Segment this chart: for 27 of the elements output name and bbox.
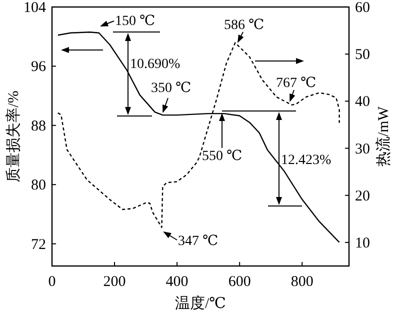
annotation: 767 ℃ xyxy=(276,76,316,91)
y-tick-label: 104 xyxy=(24,0,46,16)
y-tick-label: 80 xyxy=(31,178,46,194)
annotation: 586 ℃ xyxy=(224,18,264,33)
y-axis-title: 质量损失率/% xyxy=(5,90,22,182)
x-axis-title: 温度/℃ xyxy=(175,295,226,312)
y2-axis-title: 热流/mW xyxy=(375,106,392,166)
y2-tick-label: 20 xyxy=(355,188,370,204)
x-tick-label: 200 xyxy=(103,274,126,290)
y2-tick-label: 60 xyxy=(355,0,370,16)
annotation: 347 ℃ xyxy=(178,234,218,249)
x-tick-label: 0 xyxy=(48,274,56,290)
annotation: 10.690% xyxy=(130,57,180,72)
y-tick-label: 72 xyxy=(31,236,46,253)
y2-tick-label: 50 xyxy=(355,47,370,64)
x-tick-label: 400 xyxy=(166,274,188,290)
y-tick-label: 96 xyxy=(31,59,46,76)
y2-tick-label: 40 xyxy=(355,94,370,110)
x-tick-label: 800 xyxy=(290,274,314,290)
x-tick-label: 600 xyxy=(228,274,251,290)
annotation: 550 ℃ xyxy=(202,149,242,164)
annotation: 150 ℃ xyxy=(115,14,156,29)
y-tick-label: 88 xyxy=(31,118,46,134)
annotation: 12.423% xyxy=(281,153,332,168)
y2-tick-label: 10 xyxy=(355,235,370,252)
y2-tick-label: 30 xyxy=(355,141,370,158)
annotation: 350 ℃ xyxy=(151,81,192,96)
